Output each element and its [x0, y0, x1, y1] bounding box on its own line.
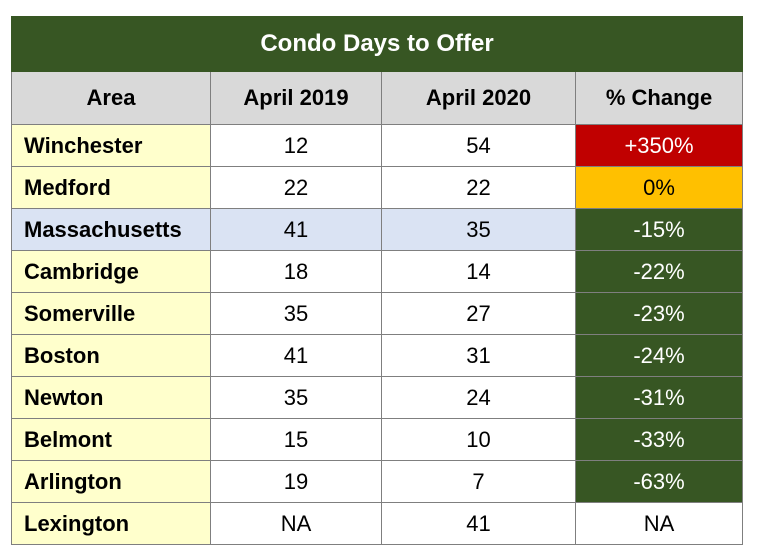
percent-change-cell: -22% [574, 250, 744, 293]
table-row: Belmont 15 10 -33% [11, 418, 744, 461]
column-header-percent-change: % Change [574, 71, 744, 125]
percent-change-cell: 0% [574, 166, 744, 209]
area-cell: Boston [11, 334, 211, 377]
april-2019-cell: 35 [210, 292, 382, 335]
percent-change-cell: -15% [574, 208, 744, 251]
days-to-offer-table: Condo Days to Offer Area April 2019 Apri… [10, 16, 744, 545]
table-row: Massachusetts 41 35 -15% [11, 208, 744, 251]
table-body: Winchester 12 54 +350% Medford 22 22 0% Massachu… [11, 124, 744, 545]
area-cell: Winchester [11, 124, 211, 167]
april-2019-cell: 35 [210, 376, 382, 419]
table-row: Winchester 12 54 +350% [11, 124, 744, 167]
april-2020-cell: 54 [381, 124, 576, 167]
april-2020-cell: 41 [381, 502, 576, 545]
april-2020-cell: 24 [381, 376, 576, 419]
percent-change-cell: -33% [574, 418, 744, 461]
april-2020-cell: 14 [381, 250, 576, 293]
percent-change-cell: -24% [574, 334, 744, 377]
april-2019-cell: 41 [210, 208, 382, 251]
april-2019-cell: 15 [210, 418, 382, 461]
april-2019-cell: 18 [210, 250, 382, 293]
april-2020-cell: 7 [381, 460, 576, 503]
table-row: Lexington NA 41 NA [11, 502, 744, 545]
percent-change-cell: -63% [574, 460, 744, 503]
percent-change-cell: NA [574, 502, 744, 545]
april-2020-cell: 22 [381, 166, 576, 209]
column-header-area: Area [11, 71, 211, 125]
area-cell: Lexington [11, 502, 211, 545]
percent-change-cell: -23% [574, 292, 744, 335]
area-cell: Medford [11, 166, 211, 209]
april-2019-cell: 19 [210, 460, 382, 503]
area-cell: Belmont [11, 418, 211, 461]
april-2020-cell: 27 [381, 292, 576, 335]
april-2020-cell: 35 [381, 208, 576, 251]
percent-change-cell: -31% [574, 376, 744, 419]
april-2020-cell: 31 [381, 334, 576, 377]
area-cell: Massachusetts [11, 208, 211, 251]
area-cell: Newton [11, 376, 211, 419]
column-header-april-2019: April 2019 [210, 71, 382, 125]
table-row: Medford 22 22 0% [11, 166, 744, 209]
april-2019-cell: 41 [210, 334, 382, 377]
april-2019-cell: NA [210, 502, 382, 545]
april-2019-cell: 22 [210, 166, 382, 209]
table-title: Condo Days to Offer [10, 16, 744, 72]
days-to-offer-table-container: Condo Days to Offer Area April 2019 Apri… [10, 16, 744, 545]
table-row: Cambridge 18 14 -22% [11, 250, 744, 293]
column-header-april-2020: April 2020 [381, 71, 576, 125]
table-row: Newton 35 24 -31% [11, 376, 744, 419]
area-cell: Cambridge [11, 250, 211, 293]
april-2020-cell: 10 [381, 418, 576, 461]
table-row: Boston 41 31 -24% [11, 334, 744, 377]
percent-change-cell: +350% [574, 124, 744, 167]
table-row: Arlington 19 7 -63% [11, 460, 744, 503]
table-row: Somerville 35 27 -23% [11, 292, 744, 335]
april-2019-cell: 12 [210, 124, 382, 167]
area-cell: Arlington [11, 460, 211, 503]
area-cell: Somerville [11, 292, 211, 335]
